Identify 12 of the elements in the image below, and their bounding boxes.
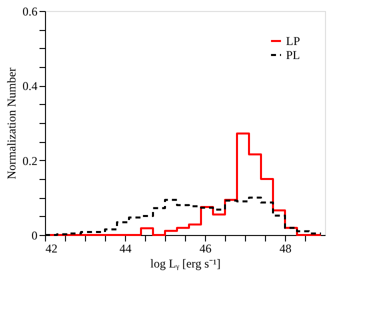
x-tick-label: 44: [120, 242, 132, 256]
y-tick-label: 0.2: [22, 154, 38, 168]
y-axis-title: Normalization Number: [4, 68, 18, 180]
y-tick-label: 0: [32, 228, 38, 242]
y-tick-label: 0.4: [22, 79, 38, 94]
x-tick-label: 46: [200, 242, 212, 256]
x-axis-title: log Lᵧ [erg s⁻¹]: [150, 256, 221, 270]
y-tick-label: 0.6: [22, 4, 38, 18]
legend-label: LP: [286, 34, 300, 48]
x-tick-label: 48: [280, 242, 292, 256]
legend-label: PL: [286, 48, 300, 62]
x-tick-label: 42: [46, 242, 58, 256]
